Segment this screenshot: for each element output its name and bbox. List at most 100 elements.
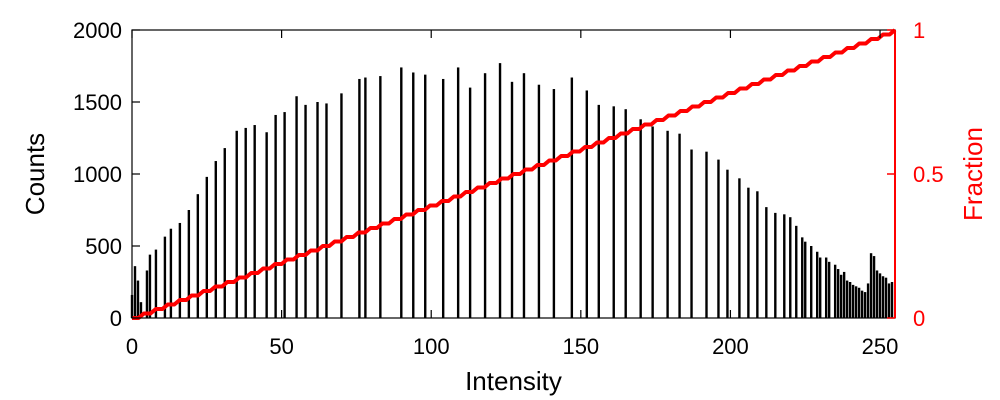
- histogram-bar: [283, 112, 286, 318]
- histogram-bar: [145, 270, 149, 318]
- x-tick-label: 250: [862, 334, 899, 359]
- histogram-bar: [827, 261, 831, 318]
- histogram-bar: [325, 103, 328, 318]
- histogram-bar: [379, 76, 382, 318]
- histogram-bar: [412, 72, 415, 318]
- histogram-bar: [522, 73, 526, 318]
- histogram-bar: [887, 283, 891, 318]
- bars-layer: [130, 63, 894, 319]
- histogram-bar: [624, 109, 627, 318]
- histogram-bar: [364, 77, 367, 319]
- histogram-bar: [833, 264, 837, 318]
- histogram-bar: [139, 302, 143, 318]
- histogram-bar: [869, 253, 873, 318]
- histogram-bar: [756, 191, 759, 318]
- histogram-bar: [690, 149, 693, 318]
- y2-tick-label: 0: [913, 306, 925, 331]
- histogram-bar: [804, 241, 807, 318]
- histogram-bar: [265, 132, 268, 318]
- x-tick-label: 50: [269, 334, 293, 359]
- histogram-bar: [223, 148, 226, 318]
- histogram-bar: [824, 257, 828, 318]
- histogram-bar: [863, 292, 867, 318]
- histogram-bar: [818, 257, 822, 318]
- histogram-bar: [552, 89, 556, 318]
- histogram-bar: [774, 212, 777, 318]
- histogram-bar: [783, 214, 786, 318]
- histogram-bar: [400, 67, 403, 318]
- histogram-bar: [244, 127, 247, 318]
- cumulative-fraction-line: [132, 28, 897, 320]
- histogram-bar: [163, 236, 167, 318]
- histogram-bar: [810, 246, 813, 318]
- histogram-bar: [860, 290, 864, 318]
- y2-tick-label: 1: [913, 18, 925, 43]
- histogram-bar: [651, 126, 654, 318]
- y-tick-label: 1000: [73, 162, 122, 187]
- histogram-bar: [358, 78, 361, 319]
- histogram-bar: [878, 273, 882, 318]
- y-tick-label: 0: [110, 306, 122, 331]
- histogram-bar: [678, 133, 681, 318]
- histogram-bar: [154, 249, 158, 318]
- histogram-bar: [196, 194, 200, 318]
- y2-axis-title: Fraction: [958, 127, 988, 221]
- histogram-bar: [235, 130, 238, 318]
- histogram-bar: [845, 280, 849, 318]
- histogram-bar: [148, 254, 152, 318]
- histogram-bar: [510, 81, 514, 318]
- histogram-bar: [881, 276, 885, 318]
- histogram-bar: [205, 176, 209, 318]
- y-tick-label: 2000: [73, 18, 122, 43]
- histogram-bar: [136, 280, 140, 318]
- histogram-bar: [666, 130, 669, 318]
- x-tick-label: 150: [562, 334, 599, 359]
- histogram-bar: [253, 125, 256, 318]
- histogram-bar: [468, 87, 472, 318]
- histogram-bar: [854, 286, 858, 318]
- histogram-bar: [705, 151, 708, 318]
- y-axis-title: Counts: [20, 133, 50, 215]
- histogram-bar: [187, 210, 191, 318]
- histogram-bar: [585, 90, 589, 318]
- y-tick-label: 1500: [73, 90, 122, 115]
- histogram-bar: [836, 269, 840, 318]
- histogram-bar: [304, 104, 307, 318]
- x-axis-title: Intensity: [465, 366, 562, 396]
- histogram-bar: [214, 161, 217, 318]
- histogram-bar: [295, 96, 298, 319]
- histogram-bar: [537, 84, 541, 318]
- cdf-layer: [132, 28, 897, 320]
- x-tick-label: 200: [712, 334, 749, 359]
- x-tick-label: 100: [413, 334, 450, 359]
- histogram-bar: [133, 266, 137, 318]
- histogram-bar: [738, 178, 741, 318]
- histogram-bar: [875, 270, 879, 318]
- y-tick-label: 500: [85, 234, 122, 259]
- histogram-bar: [866, 283, 870, 318]
- histogram-bar: [726, 169, 729, 318]
- histogram-bar: [483, 73, 487, 318]
- histogram-bar: [340, 93, 343, 318]
- histogram-bar: [839, 274, 843, 318]
- histogram-bar: [597, 104, 600, 318]
- histogram-bar: [801, 237, 804, 318]
- histogram-bar: [441, 78, 445, 319]
- histogram-bar: [848, 282, 852, 318]
- histogram-bar: [884, 277, 888, 318]
- histogram-bar: [816, 251, 819, 318]
- histogram-bar: [747, 187, 750, 318]
- histogram-bar: [456, 67, 460, 318]
- histogram-bar: [169, 228, 173, 318]
- histogram-bar: [274, 114, 277, 319]
- histogram-bar: [795, 225, 798, 318]
- y2-tick-label: 0.5: [913, 162, 944, 187]
- histogram-bar: [612, 106, 615, 318]
- histogram-bar: [570, 77, 574, 319]
- histogram-bar: [498, 63, 502, 319]
- histogram-bar: [316, 102, 319, 318]
- histogram-bar: [717, 159, 720, 318]
- histogram-bar: [872, 256, 876, 318]
